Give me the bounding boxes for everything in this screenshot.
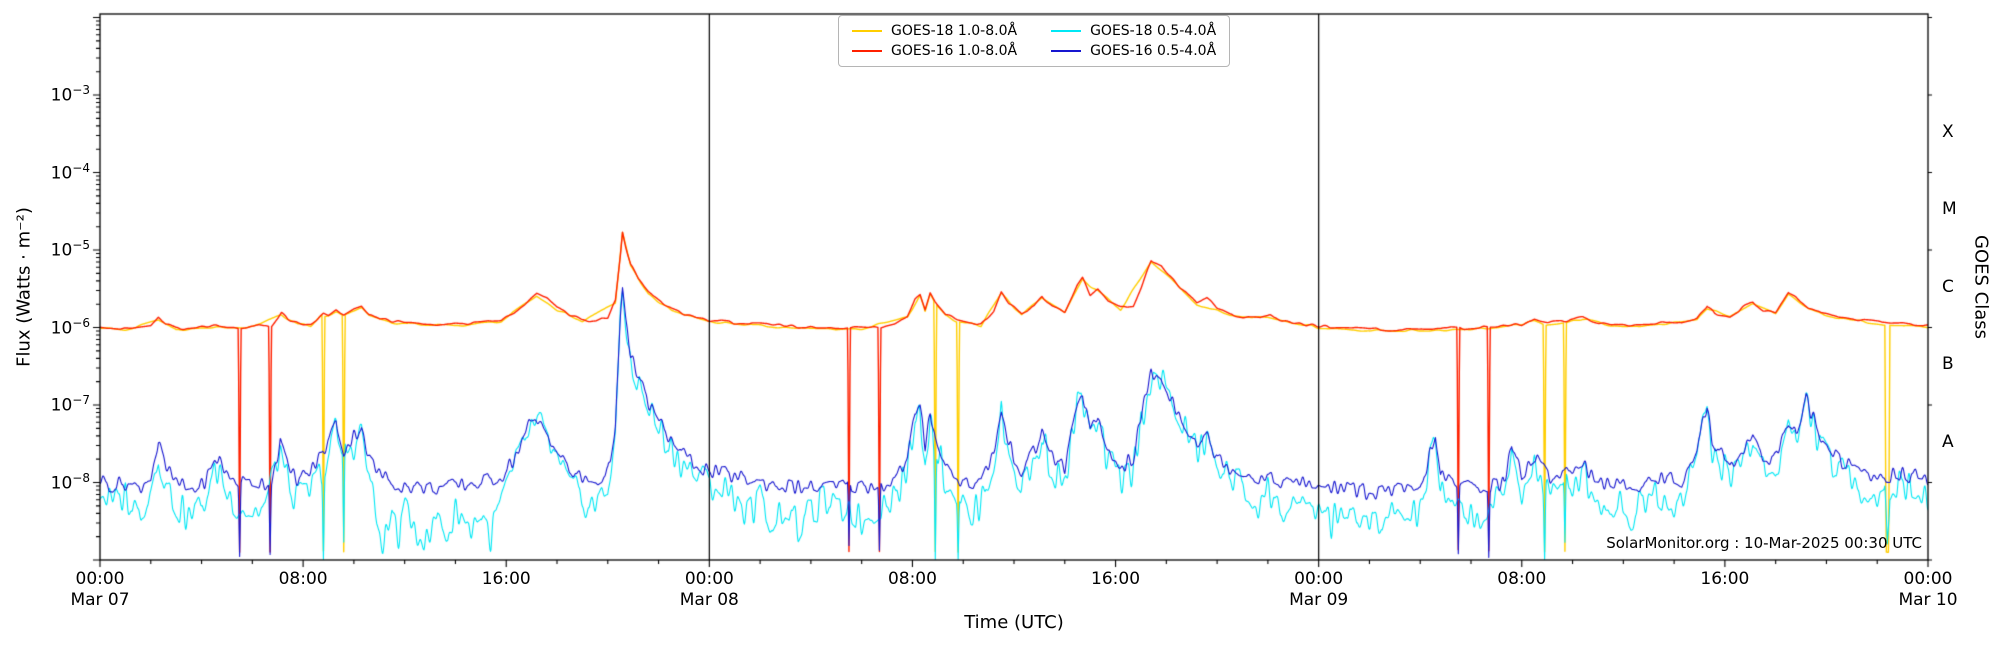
legend-line-swatch	[1051, 50, 1082, 52]
x-axis-label: Time (UTC)	[964, 612, 1064, 633]
y-tick-label: 10−6	[50, 315, 90, 339]
x-tick-label: 16:00	[1700, 569, 1750, 589]
x-date-label: Mar 07	[70, 590, 130, 610]
goes-class-label: B	[1942, 354, 1954, 375]
x-tick-label: 00:00	[1294, 569, 1344, 589]
watermark-annotation: SolarMonitor.org : 10-Mar-2025 00:30 UTC	[1606, 534, 1922, 552]
legend-line-swatch	[852, 50, 882, 52]
legend-entry: GOES-18 0.5-4.0Å	[1051, 23, 1216, 39]
goes-class-label: A	[1942, 431, 1954, 452]
y-tick-label: 10−5	[50, 238, 90, 261]
x-date-label: Mar 09	[1289, 590, 1349, 610]
y-tick-label: 10−8	[50, 470, 90, 494]
x-tick-label: 00:00	[75, 569, 125, 589]
legend-entry: GOES-16 1.0-8.0Å	[852, 43, 1017, 59]
x-tick-label: 00:00	[684, 569, 734, 589]
y-axis-label-right: GOES Class	[1970, 235, 1992, 339]
goes-class-label: M	[1942, 199, 1957, 220]
legend-label: GOES-16 0.5-4.0Å	[1090, 43, 1217, 59]
x-date-label: Mar 08	[679, 590, 739, 610]
x-date-label: Mar 10	[1898, 590, 1958, 610]
x-tick-label: 08:00	[278, 569, 328, 589]
y-tick-label: 10−4	[50, 160, 90, 184]
goes-class-label: X	[1942, 121, 1954, 142]
y-tick-label: 10−3	[50, 83, 90, 106]
y-axis-label-left: Flux (Watts · m⁻²)	[13, 207, 35, 367]
legend-line-swatch	[852, 30, 882, 32]
legend-label: GOES-16 1.0-8.0Å	[891, 43, 1018, 59]
x-tick-label: 16:00	[481, 569, 531, 589]
legend-line-swatch	[1051, 30, 1082, 32]
goes-class-label: C	[1942, 276, 1954, 297]
legend-entry: GOES-18 1.0-8.0Å	[852, 23, 1017, 39]
x-tick-label: 16:00	[1091, 569, 1141, 589]
legend-label: GOES-18 0.5-4.0Å	[1090, 23, 1217, 39]
y-tick-label: 10−7	[50, 393, 90, 416]
legend-label: GOES-18 1.0-8.0Å	[891, 23, 1018, 39]
legend-entry: GOES-16 0.5-4.0Å	[1051, 43, 1216, 59]
x-tick-label: 08:00	[1497, 569, 1547, 589]
legend: GOES-18 1.0-8.0Å GOES-16 1.0-8.0Å GOES-18 …	[838, 15, 1231, 67]
x-tick-label: 08:00	[887, 569, 937, 589]
x-tick-label: 00:00	[1903, 569, 1953, 589]
